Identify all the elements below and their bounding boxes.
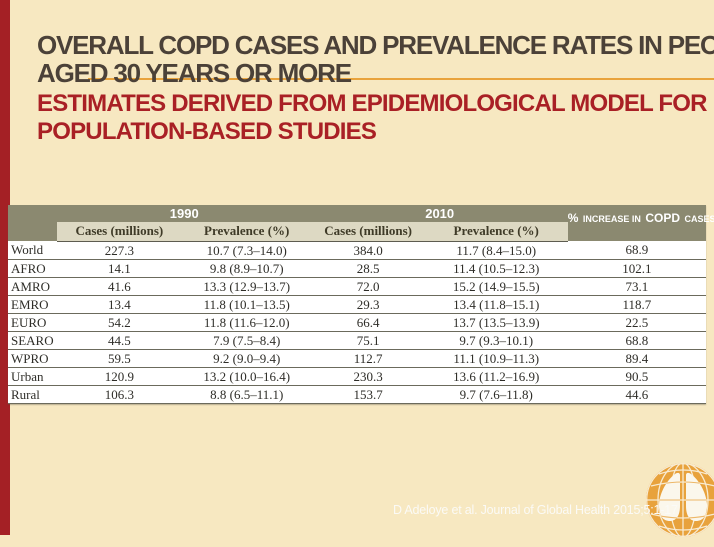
cell: 9.7 (9.3–10.1) <box>459 332 534 348</box>
cell: 68.8 <box>625 332 649 348</box>
globe-lungs-logo-svg <box>646 463 714 537</box>
cell: 41.6 <box>107 278 131 294</box>
cell: 73.1 <box>625 278 649 294</box>
cell: 14.1 <box>107 260 131 276</box>
cell: 9.2 (9.0–9.4) <box>213 350 281 366</box>
table-row-rural: Rural 106.3 8.8 (6.5–11.1) 153.7 9.7 (7.… <box>8 385 706 403</box>
region-label: EURO <box>11 314 47 330</box>
region-label: Urban <box>11 368 44 384</box>
cell: 9.7 (7.6–11.8) <box>459 386 533 402</box>
cell: 59.5 <box>107 350 131 366</box>
year-1990-header: 1990 <box>56 205 312 222</box>
cell: 106.3 <box>104 386 134 402</box>
cell: 68.9 <box>625 242 649 258</box>
cell: 11.7 (8.4–15.0) <box>456 242 537 258</box>
cell: 13.7 (13.5–13.9) <box>452 314 540 330</box>
cell: 227.3 <box>104 242 134 258</box>
cell: 11.8 (11.6–12.0) <box>203 314 290 330</box>
copd-data-table: 1990 2010 % increase in COPD cases Cases… <box>8 205 714 404</box>
left-accent-stripe <box>0 0 10 535</box>
accent-underline <box>88 78 714 80</box>
table-year-header-row: 1990 2010 % increase in COPD cases <box>8 205 714 241</box>
cell: 54.2 <box>107 314 131 330</box>
region-label: SEARO <box>11 332 54 348</box>
cell: 28.5 <box>356 260 380 276</box>
region-label: AMRO <box>11 278 51 294</box>
cell: 13.4 (11.8–15.1) <box>453 296 540 312</box>
cell: 44.6 <box>625 386 649 402</box>
cell: 120.9 <box>104 368 134 384</box>
cell: 29.3 <box>356 296 380 312</box>
region-column-header <box>8 205 57 241</box>
cell: 11.4 (10.5–12.3) <box>453 260 540 276</box>
subheader-cases-2010: Cases (millions) <box>311 222 425 242</box>
subheader-cases-1990: Cases (millions) <box>56 222 182 242</box>
table-row-emro: EMRO 13.4 11.8 (10.1–13.5) 29.3 13.4 (11… <box>8 295 706 313</box>
cell: 118.7 <box>622 296 652 312</box>
region-label: WPRO <box>11 350 49 366</box>
title-line-2: AGED 30 YEARS OR MORE <box>37 58 352 88</box>
table-row-world: World 227.3 10.7 (7.3–14.0) 384.0 11.7 (… <box>8 241 706 259</box>
cell: 9.8 (8.9–10.7) <box>209 260 284 276</box>
slide-subtitle: ESTIMATES DERIVED FROM EPIDEMIOLOGICAL M… <box>37 90 707 146</box>
pct-header-symbol: % <box>567 211 579 225</box>
cell: 153.7 <box>353 386 383 402</box>
cell: 89.4 <box>625 350 649 366</box>
table-row-searo: SEARO 44.5 7.9 (7.5–8.4) 75.1 9.7 (9.3–1… <box>8 331 706 349</box>
region-label: EMRO <box>11 296 49 312</box>
cell: 11.1 (10.9–11.3) <box>453 350 540 366</box>
cell: 384.0 <box>353 242 383 258</box>
region-label: Rural <box>11 386 40 402</box>
cell: 15.2 (14.9–15.5) <box>452 278 540 294</box>
region-label: World <box>11 242 44 258</box>
region-label: AFRO <box>11 260 46 276</box>
cell: 75.1 <box>356 332 380 348</box>
pct-header-small-1: increase in <box>582 214 641 224</box>
table-row-afro: AFRO 14.1 9.8 (8.9–10.7) 28.5 11.4 (10.5… <box>8 259 706 277</box>
subheader-prevalence-2010: Prevalence (%) <box>424 222 568 242</box>
cell: 13.6 (11.2–16.9) <box>453 368 540 384</box>
pct-increase-header: % increase in COPD cases <box>567 205 714 241</box>
table-row-euro: EURO 54.2 11.8 (11.6–12.0) 66.4 13.7 (13… <box>8 313 706 331</box>
cell: 11.8 (10.1–13.5) <box>203 296 290 312</box>
subheader-prevalence-1990: Prevalence (%) <box>181 222 312 242</box>
cell: 90.5 <box>625 368 649 384</box>
table-subheader-row: Cases (millions) Prevalence (%) Cases (m… <box>8 222 706 242</box>
subtitle-line-2: POPULATION-BASED STUDIES <box>37 118 377 145</box>
table-row-wpro: WPRO 59.5 9.2 (9.0–9.4) 112.7 11.1 (10.9… <box>8 349 706 367</box>
table-row-amro: AMRO 41.6 13.3 (12.9–13.7) 72.0 15.2 (14… <box>8 277 706 295</box>
cell: 102.1 <box>622 260 652 276</box>
pct-header-copd: COPD <box>645 211 681 225</box>
cell: 230.3 <box>353 368 383 384</box>
pct-header-small-2: cases <box>684 214 714 224</box>
cell: 22.5 <box>625 314 649 330</box>
cell: 10.7 (7.3–14.0) <box>206 242 287 258</box>
cell: 66.4 <box>356 314 380 330</box>
cell: 112.7 <box>353 350 383 366</box>
subtitle-line-1: ESTIMATES DERIVED FROM EPIDEMIOLOGICAL M… <box>37 90 707 117</box>
cell: 7.9 (7.5–8.4) <box>213 332 281 348</box>
title-line-1: OVERALL COPD CASES AND PREVALENCE RATES … <box>37 30 714 60</box>
cell: 72.0 <box>356 278 380 294</box>
cell: 8.8 (6.5–11.1) <box>210 386 284 402</box>
cell: 44.5 <box>107 332 131 348</box>
table-row-urban: Urban 120.9 13.2 (10.0–16.4) 230.3 13.6 … <box>8 367 706 385</box>
cell: 13.2 (10.0–16.4) <box>203 368 291 384</box>
cell: 13.4 <box>107 296 131 312</box>
cell: 13.3 (12.9–13.7) <box>203 278 291 294</box>
slide-title: OVERALL COPD CASES AND PREVALENCE RATES … <box>37 31 714 87</box>
year-2010-header: 2010 <box>311 205 568 222</box>
citation-text: D Adeloye et al. Journal of Global Healt… <box>393 503 678 517</box>
